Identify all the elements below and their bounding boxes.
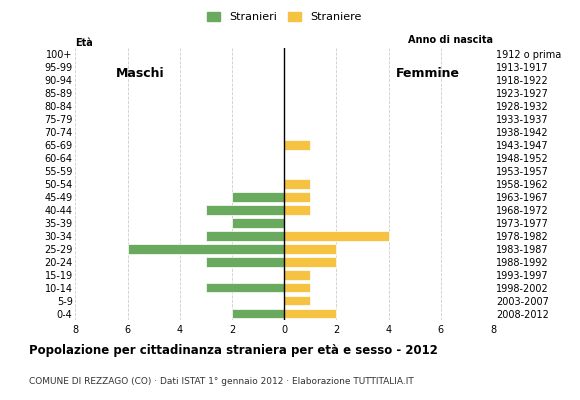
Bar (206, 283, 284, 292)
Bar (232, 309, 284, 318)
Bar (284, 270, 310, 280)
Text: Maschi: Maschi (117, 68, 165, 80)
Bar (284, 283, 310, 292)
Legend: Stranieri, Straniere: Stranieri, Straniere (202, 8, 366, 27)
Text: Anno di nascita: Anno di nascita (408, 35, 493, 45)
Bar (284, 231, 389, 241)
Bar (284, 257, 336, 266)
Bar (284, 296, 310, 306)
Text: Età: Età (75, 38, 93, 48)
Bar (284, 179, 310, 189)
Text: COMUNE DI REZZAGO (CO) · Dati ISTAT 1° gennaio 2012 · Elaborazione TUTTITALIA.IT: COMUNE DI REZZAGO (CO) · Dati ISTAT 1° g… (29, 377, 414, 386)
Bar (206, 257, 284, 266)
Bar (206, 231, 284, 241)
Bar (284, 205, 310, 215)
Text: Femmine: Femmine (396, 68, 460, 80)
Bar (232, 192, 284, 202)
Bar (232, 218, 284, 228)
Bar (284, 244, 336, 254)
Bar (206, 205, 284, 215)
Bar (284, 309, 336, 318)
Bar (128, 244, 284, 254)
Text: Popolazione per cittadinanza straniera per età e sesso - 2012: Popolazione per cittadinanza straniera p… (29, 344, 438, 357)
Bar (284, 140, 310, 150)
Bar (284, 192, 310, 202)
